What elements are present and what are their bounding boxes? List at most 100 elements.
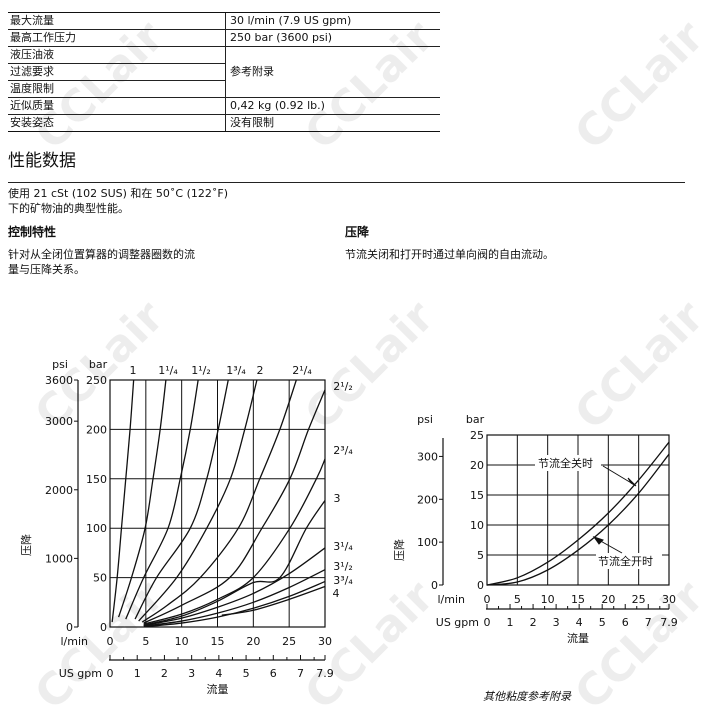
x2-tick-label: 5 [243, 667, 250, 680]
x2-tick-label: 4 [215, 667, 222, 680]
x-tick-label: 15 [571, 593, 585, 606]
y2-tick-label: 200 [417, 493, 438, 506]
series-line [486, 453, 670, 586]
divider [8, 182, 685, 183]
arrow-line [602, 465, 634, 485]
control-text: 针对从全闭位置算器的调整器圈数的流 量与压降关系。 [8, 247, 195, 277]
series-line [143, 458, 326, 625]
y-tick-label: 5 [477, 549, 484, 562]
pressure-drop-text: 节流关闭和打开时通过单向阀的自由流动。 [345, 248, 554, 261]
spec-value: 没有限制 [225, 114, 440, 132]
x2-unit-label: US gpm [436, 616, 479, 629]
x2-tick-label: 1 [134, 667, 141, 680]
x2-tick-label: 7 [645, 616, 652, 629]
series-line [221, 585, 326, 616]
series-line [143, 569, 326, 627]
x2-tick-label: 0 [484, 616, 491, 629]
series-line [486, 441, 670, 586]
x2-unit-label: US gpm [59, 667, 102, 680]
series-label: 2¹/₂ [333, 380, 353, 393]
x2-tick-label: 1 [507, 616, 514, 629]
x2-tick-label: 3 [553, 616, 560, 629]
y2-tick-label: 300 [417, 450, 438, 463]
series-label: 3³/₄ [333, 574, 353, 587]
x2-tick-label: 6 [270, 667, 277, 680]
y2-tick-label: 100 [417, 536, 438, 549]
control-title: 控制特性 [8, 225, 57, 239]
y2-tick-label: 1000 [45, 552, 73, 565]
intro-line: 使用 21 cSt (102 SUS) 和在 50˚C (122˚F) [8, 187, 228, 200]
y-tick-label: 50 [93, 572, 107, 585]
y2-tick-label: 3600 [45, 374, 73, 387]
y-tick-label: 15 [470, 489, 484, 502]
x-axis-label: 流量 [567, 631, 589, 645]
y2-unit-label: psi [52, 358, 68, 371]
x-unit-label: l/min [437, 593, 465, 606]
series-line [117, 379, 167, 618]
x-tick-label: 0 [484, 593, 491, 606]
series-label: 2³/₄ [333, 444, 353, 457]
x2-tick-label: 2 [161, 667, 168, 680]
series-label: 3¹/₄ [333, 540, 353, 553]
table-row: 安装姿态 没有限制 [8, 114, 440, 132]
series-label: 1¹/₄ [158, 364, 178, 377]
x-tick-label: 5 [514, 593, 521, 606]
series-label: 节流全关时 [538, 456, 593, 470]
x-tick-label: 30 [662, 593, 676, 606]
y-tick-label: 25 [470, 429, 484, 442]
series-label: 1³/₄ [226, 364, 246, 377]
x-tick-label: 10 [175, 635, 189, 648]
x2-tick-label: 7.9 [316, 667, 334, 680]
y-unit-label: bar [89, 358, 108, 371]
y-tick-label: 10 [470, 519, 484, 532]
x-tick-label: 25 [632, 593, 646, 606]
x-tick-label: 20 [246, 635, 260, 648]
x-axis-label: 流量 [207, 682, 229, 696]
control-line: 量与压降关系。 [8, 263, 85, 276]
y-tick-label: 0 [477, 579, 484, 592]
series-label: 节流全开时 [598, 554, 653, 568]
series-label: 4 [333, 587, 340, 600]
y2-tick-label: 3000 [45, 415, 73, 428]
series-line [143, 500, 326, 626]
x-tick-label: 25 [282, 635, 296, 648]
section-title: 性能数据 [8, 151, 76, 171]
intro-text: 使用 21 cSt (102 SUS) 和在 50˚C (122˚F) 下的矿物… [8, 186, 228, 216]
spec-label: 安装姿态 [8, 114, 226, 132]
series-line [125, 379, 199, 620]
series-label: 3¹/₂ [333, 560, 353, 573]
x-unit-label: l/min [60, 635, 88, 648]
series-label: 1¹/₂ [191, 364, 211, 377]
series-label: 3 [334, 492, 341, 505]
series-line [134, 379, 229, 620]
x2-tick-label: 4 [576, 616, 583, 629]
y2-unit-label: psi [417, 413, 433, 426]
arrow-icon [592, 536, 604, 545]
y-tick-label: 0 [100, 621, 107, 634]
intro-line: 下的矿物油的典型性能。 [8, 202, 129, 215]
x2-tick-label: 7 [297, 667, 304, 680]
label-bg [535, 455, 601, 471]
y2-tick-label: 0 [66, 621, 73, 634]
footnote: 其他粘度参考附录 [483, 690, 572, 703]
x-tick-label: 0 [107, 635, 114, 648]
series-line [138, 379, 258, 622]
x2-tick-label: 0 [107, 667, 114, 680]
y-tick-label: 200 [86, 423, 107, 436]
table-row: 液压油液 参考附录 [8, 46, 440, 98]
series-label: 2¹/₄ [292, 364, 312, 377]
x-tick-label: 15 [211, 635, 225, 648]
control-line: 针对从全闭位置算器的调整器圈数的流 [8, 248, 195, 261]
series-line [141, 379, 297, 623]
x2-tick-label: 3 [188, 667, 195, 680]
y2-tick-label: 0 [431, 579, 438, 592]
label-bg [596, 553, 662, 569]
series-label: 1 [130, 364, 137, 377]
x-tick-label: 20 [601, 593, 615, 606]
y-axis-label: 压降 [19, 534, 33, 556]
x2-tick-label: 5 [599, 616, 606, 629]
x2-tick-label: 7.9 [660, 616, 678, 629]
spec-label: 液压油液 [8, 46, 226, 64]
